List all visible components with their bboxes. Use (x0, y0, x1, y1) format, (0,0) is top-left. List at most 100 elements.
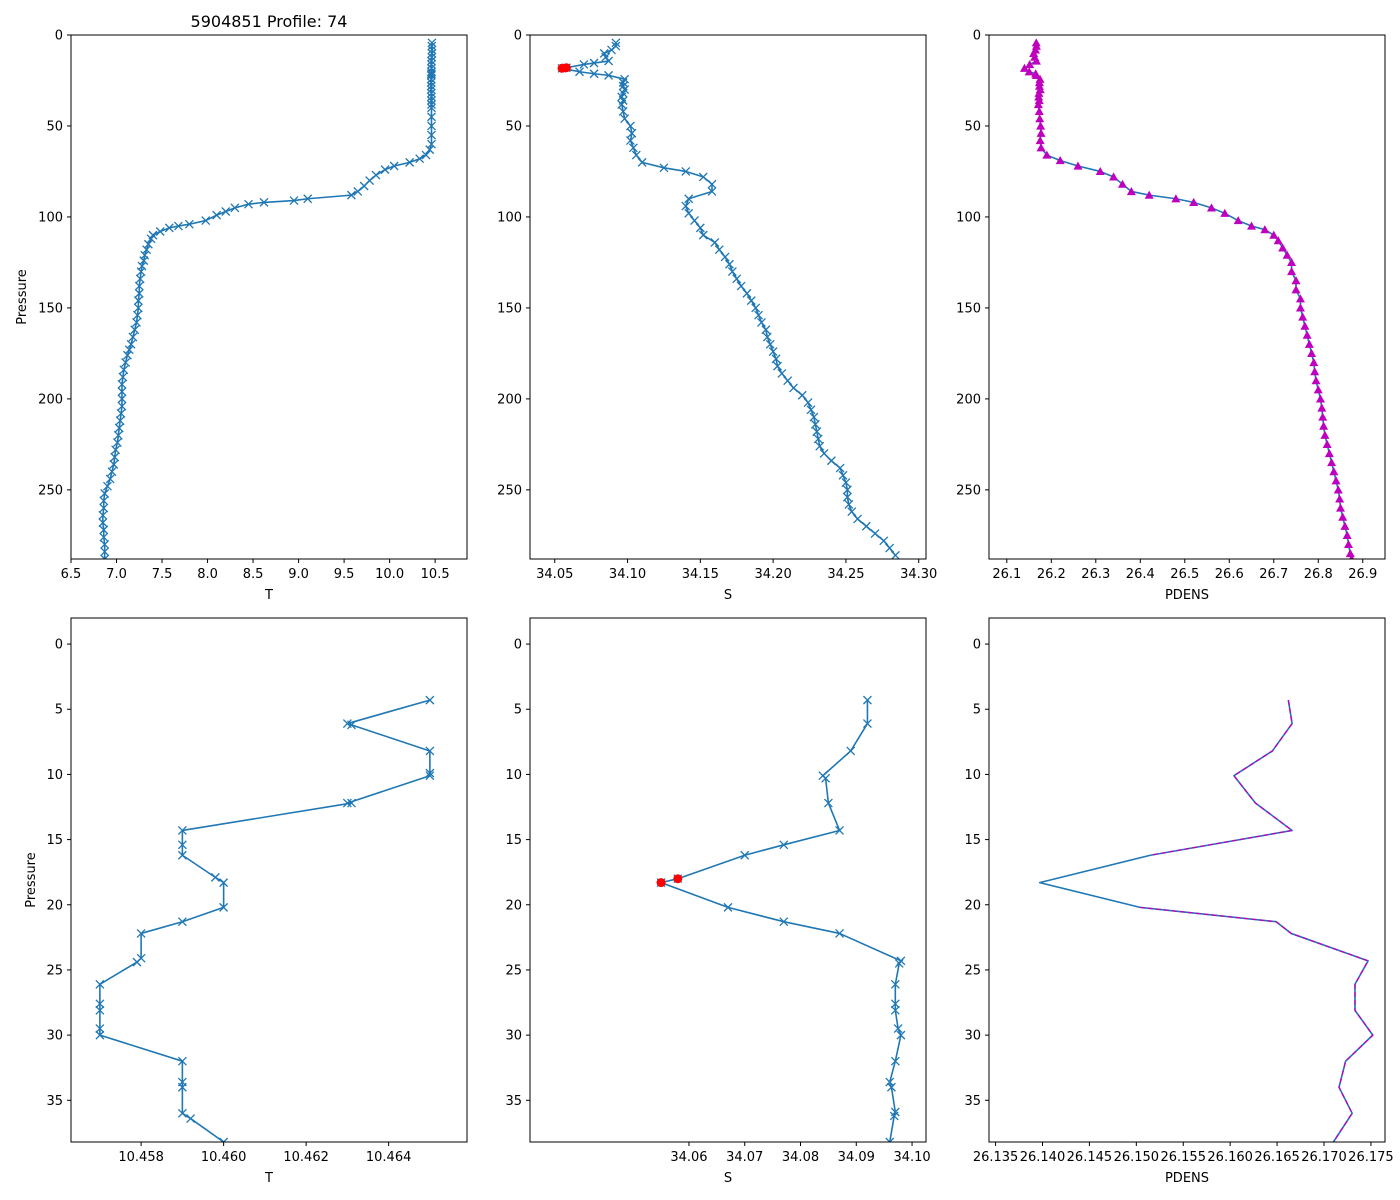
data-point (99, 496, 109, 506)
data-point (426, 70, 436, 80)
data-point (762, 332, 772, 342)
y-tick-label: 100 (956, 210, 981, 225)
data-point (1302, 330, 1312, 339)
flagged-point (557, 63, 567, 73)
data-point (117, 379, 127, 389)
data-point (102, 481, 112, 491)
data-point (184, 219, 194, 229)
data-point (690, 216, 699, 226)
y-tick-label: 100 (38, 210, 63, 225)
data-point (177, 826, 187, 835)
data-point (890, 1056, 900, 1066)
data-point (98, 510, 108, 520)
y-tick-label: 50 (46, 119, 63, 134)
data-point (1311, 376, 1321, 385)
data-point (1327, 458, 1337, 467)
data-point (740, 850, 750, 860)
x-tick-label: 7.5 (152, 567, 173, 582)
data-point (177, 1056, 187, 1066)
data-point (684, 208, 694, 218)
data-point (714, 245, 724, 255)
chart-pdens-full: 26.1 26.2 26.3 26.4 26.5 26.6 26.7 26.8 26.9 0 50 1… (956, 29, 1386, 603)
data-point (219, 902, 229, 912)
data-point (1335, 494, 1345, 503)
data-point (617, 100, 627, 109)
data-point (890, 1005, 900, 1015)
axes-frame (529, 617, 927, 1143)
data-point (896, 1030, 906, 1040)
x-tick-label: 26.165 (1254, 1150, 1300, 1165)
x-tick-label: 26.135 (973, 1150, 1019, 1165)
data-point (879, 536, 889, 546)
data-point (186, 1114, 196, 1123)
data-point (1206, 203, 1216, 212)
data-point (842, 492, 852, 502)
data-point (777, 368, 787, 378)
x-tick-label: 34.08 (782, 1150, 819, 1165)
data-point (896, 956, 906, 966)
data-point (126, 339, 136, 349)
x-tick-label: 8.0 (197, 567, 218, 582)
data-point (1295, 294, 1305, 303)
data-point (425, 746, 435, 756)
data-point (427, 103, 436, 113)
y-tick-label: 20 (46, 898, 63, 913)
data-point (99, 532, 109, 542)
data-point (99, 525, 109, 535)
data-point (698, 230, 708, 240)
data-point (1298, 312, 1308, 321)
x-tick-label: 26.145 (1067, 1150, 1113, 1165)
x-tick-label: 26.7 (1259, 567, 1288, 582)
data-point (1322, 439, 1332, 448)
data-point (105, 474, 115, 484)
data-point (132, 957, 142, 967)
data-point (1278, 243, 1288, 252)
y-tick-label: 30 (46, 1029, 63, 1044)
data-point (1313, 385, 1323, 394)
data-point (611, 38, 621, 48)
data-point (1024, 67, 1034, 76)
data-point (177, 1082, 187, 1092)
data-point (427, 67, 436, 77)
data-point (589, 58, 599, 68)
data-point (1273, 236, 1283, 245)
data-point (1329, 467, 1339, 476)
chart-s-zoom: 34.06 34.07 34.08 34.09 34.10 0 5 10 15 20 25 30 35 S (505, 617, 931, 1186)
data-point (751, 303, 761, 313)
data-point (604, 70, 614, 80)
y-tick-label: 200 (38, 392, 63, 407)
chart-pdens-zoom: 26.135 26.140 26.145 26.150 26.155 26.160 26.1… (964, 617, 1394, 1186)
data-point (806, 405, 816, 415)
data-point (95, 999, 105, 1009)
chart-t-zoom: 10.458 10.460 10.462 10.464 0 5 10 15 20 25 30 35 T P… (24, 617, 468, 1186)
data-point (1025, 59, 1035, 69)
data-point (761, 325, 771, 335)
data-point (1034, 88, 1044, 97)
data-point (117, 401, 127, 411)
data-point (803, 398, 813, 407)
plot-area (557, 38, 900, 559)
axes-frame (529, 34, 927, 560)
data-point (426, 81, 436, 91)
flagged-point (673, 874, 683, 884)
data-point (415, 154, 425, 164)
y-tick-label: 35 (964, 1094, 981, 1109)
data-point (846, 746, 856, 756)
data-point (736, 281, 746, 291)
data-point (139, 256, 149, 266)
data-point (727, 267, 737, 276)
data-point (783, 376, 793, 386)
data-point (835, 928, 845, 938)
data-point (779, 917, 789, 927)
data-point (136, 267, 146, 276)
data-point (631, 150, 641, 160)
x-tick-label: 34.20 (755, 567, 792, 582)
x-tick-label: 34.30 (900, 567, 937, 582)
data-point (607, 45, 616, 55)
data-point (1095, 166, 1105, 176)
y-tick-label: 25 (505, 963, 522, 978)
data-point (100, 539, 110, 549)
data-point (136, 928, 146, 938)
data-point (1036, 128, 1046, 137)
